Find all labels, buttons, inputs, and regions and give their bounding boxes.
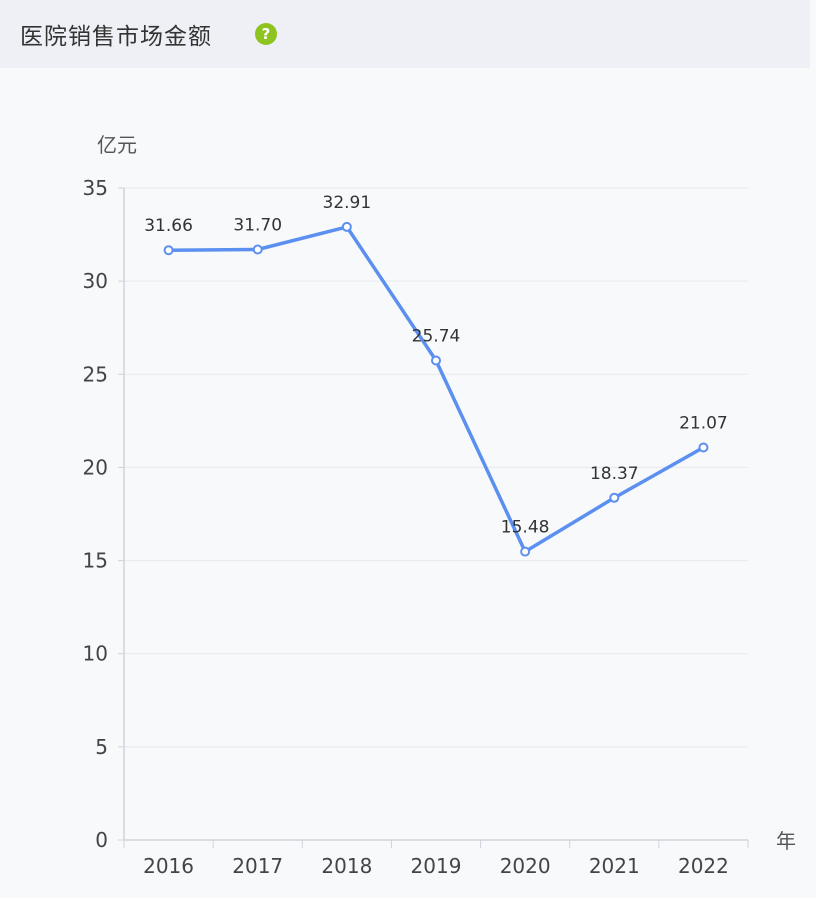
x-tick-label: 2019 xyxy=(411,854,462,878)
data-label: 31.70 xyxy=(233,215,282,235)
chart-header: 医院销售市场金额 ? xyxy=(0,0,810,68)
x-tick-label: 2020 xyxy=(500,854,551,878)
series-line xyxy=(168,225,705,554)
y-tick-label: 10 xyxy=(83,642,108,666)
data-point[interactable] xyxy=(698,442,709,453)
x-tick-label: 2018 xyxy=(321,854,372,878)
data-label: 25.74 xyxy=(412,327,461,347)
data-point[interactable] xyxy=(520,546,531,557)
x-tick-label: 2021 xyxy=(589,854,640,878)
data-label: 32.91 xyxy=(323,193,372,213)
data-labels: 31.66 31.70 32.91 25.74 15.48 18.37 21.07 xyxy=(144,193,728,538)
x-axis-unit-label: 年 xyxy=(776,829,796,853)
y-tick-label: 15 xyxy=(83,549,108,573)
y-axis-unit-label: 亿元 xyxy=(97,133,137,157)
data-label: 15.48 xyxy=(501,518,550,538)
data-point[interactable] xyxy=(163,245,174,256)
grid-lines xyxy=(124,187,748,748)
y-tick-label: 30 xyxy=(83,269,108,293)
y-tick-label: 5 xyxy=(95,735,108,759)
x-axis-ticks: 2016 2017 2018 2019 2020 2021 2022 xyxy=(123,840,749,878)
y-tick-label: 0 xyxy=(95,828,108,852)
y-tick-label: 25 xyxy=(83,362,108,386)
data-point[interactable] xyxy=(341,221,352,232)
data-point[interactable] xyxy=(609,492,620,503)
axes xyxy=(123,188,748,841)
chart-title: 医院销售市场金额 xyxy=(20,24,212,50)
y-axis-ticks: 0 5 10 15 20 25 30 35 xyxy=(83,176,124,852)
y-tick-label: 20 xyxy=(83,455,108,479)
data-point[interactable] xyxy=(252,244,263,255)
data-point[interactable] xyxy=(431,355,441,366)
x-tick-label: 2017 xyxy=(232,854,283,878)
data-label: 21.07 xyxy=(679,413,728,433)
x-tick-label: 2016 xyxy=(143,854,194,878)
question-circle-icon[interactable]: ? xyxy=(255,23,277,45)
data-label: 18.37 xyxy=(590,464,639,484)
data-points xyxy=(163,221,709,557)
x-tick-label: 2022 xyxy=(678,854,729,878)
data-label: 31.66 xyxy=(144,216,193,236)
y-tick-label: 35 xyxy=(83,176,108,200)
